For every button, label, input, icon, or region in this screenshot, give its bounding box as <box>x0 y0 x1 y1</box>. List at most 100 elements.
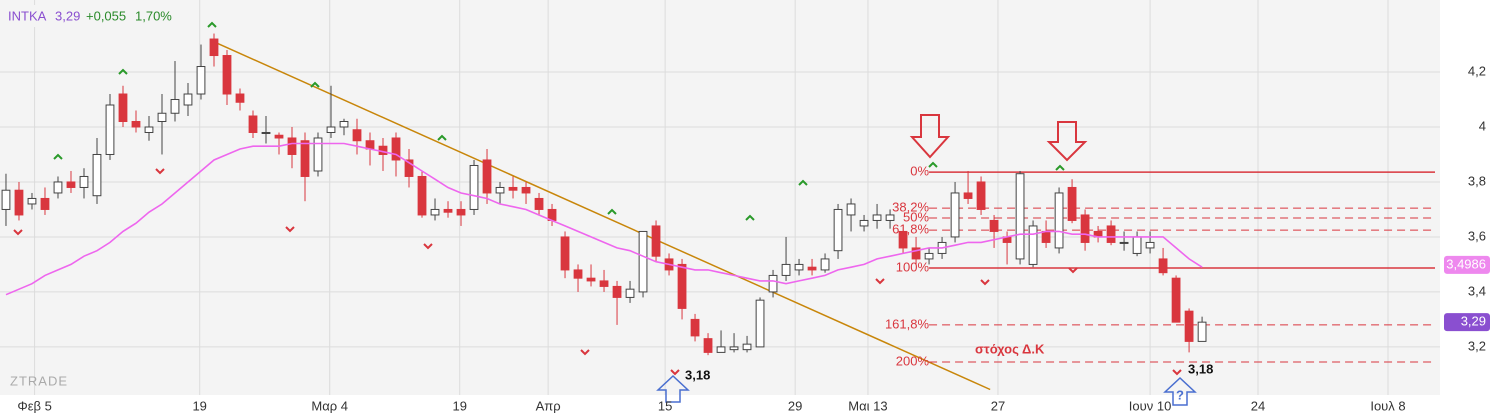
y-tick-label: 3,4 <box>1468 283 1486 298</box>
legend-bg <box>4 5 184 27</box>
candle-body <box>599 280 609 287</box>
candle-body <box>638 230 648 293</box>
legend-change: +0,055 <box>86 8 126 23</box>
candle-body <box>924 252 934 260</box>
x-tick-label: 19 <box>452 398 466 413</box>
candle-body <box>963 192 973 199</box>
candle-body <box>1184 310 1194 342</box>
candle-body <box>1158 258 1168 274</box>
candle-body <box>755 299 765 348</box>
candle-body <box>105 104 115 155</box>
x-tick-label: 29 <box>788 398 802 413</box>
legend-symbol: INTKA <box>8 8 47 23</box>
price-tag <box>1444 313 1490 332</box>
up-marker <box>207 21 217 28</box>
y-tick-label: 3,2 <box>1468 338 1486 353</box>
question-mark: ? <box>1176 387 1184 402</box>
candle-body <box>846 203 856 216</box>
price-tag-label: 3,29 <box>1461 314 1486 329</box>
y-tick-label: 4,2 <box>1468 63 1486 78</box>
candle-body <box>248 115 258 133</box>
candle-body <box>651 225 661 257</box>
candle-body <box>92 153 102 197</box>
candle-body <box>118 93 128 122</box>
candle-body <box>27 197 37 205</box>
trendline <box>213 41 991 391</box>
x-tick-label: Μαρ 4 <box>311 398 348 413</box>
x-tick-label: 24 <box>1251 398 1265 413</box>
candle-body <box>677 263 687 309</box>
candle-body <box>274 134 284 139</box>
candle-body <box>469 164 479 210</box>
candle-body <box>560 236 570 271</box>
candle-body <box>625 288 635 298</box>
down-marker <box>980 279 990 286</box>
up-arrow <box>1163 376 1197 406</box>
low-label: 3,18 <box>1188 361 1213 376</box>
low-label: 3,18 <box>685 367 710 382</box>
down-marker <box>13 229 23 236</box>
candle-body <box>417 175 427 216</box>
candle-body <box>183 93 193 106</box>
candle-body <box>1028 225 1038 265</box>
candle-body <box>1171 277 1181 323</box>
x-tick-label: Μαι 13 <box>848 398 887 413</box>
candle-body <box>313 137 323 172</box>
candle-body <box>326 126 336 133</box>
candle-body <box>534 197 544 210</box>
candle-body <box>859 219 869 227</box>
candle-body <box>456 208 466 216</box>
x-tick-label: Απρ <box>536 398 561 413</box>
candle-body <box>443 208 453 213</box>
moving-average <box>5 142 1203 296</box>
up-marker <box>437 134 447 141</box>
x-tick-label: 19 <box>192 398 206 413</box>
candle-body <box>586 277 596 282</box>
legend: INTKA 3,29 +0,055 1,70% <box>4 5 184 27</box>
down-arrow <box>1046 121 1088 162</box>
candle-body <box>807 266 817 271</box>
candle-body <box>742 343 752 351</box>
candle-body <box>131 120 141 128</box>
fib-label: 61,8% <box>892 222 929 237</box>
candle-body <box>196 66 206 95</box>
fib-label: 161,8% <box>885 316 930 331</box>
candle-body <box>950 192 960 238</box>
candle-body <box>508 186 518 191</box>
watermark: ZTRADE <box>10 373 68 388</box>
candle-body <box>1197 321 1207 342</box>
candle-body <box>573 269 583 279</box>
candle-body <box>235 93 245 103</box>
candle-body <box>352 129 362 142</box>
candle-body <box>716 346 726 353</box>
candle-body <box>261 131 271 134</box>
down-arrow <box>909 114 951 159</box>
candle-body <box>833 208 843 252</box>
down-marker <box>155 168 165 175</box>
fib-label: 100% <box>896 259 930 274</box>
down-marker <box>670 369 680 376</box>
candle-body <box>872 214 882 221</box>
down-marker <box>1068 267 1078 274</box>
up-marker <box>928 161 938 168</box>
candle-body <box>222 55 232 95</box>
candle-body <box>391 137 401 161</box>
up-marker <box>745 214 755 221</box>
up-marker <box>607 208 617 215</box>
candle-body <box>794 263 804 271</box>
candle-body <box>339 120 349 128</box>
candle-body <box>1145 241 1155 249</box>
candle-body <box>1080 214 1090 243</box>
target-label: στόχος Δ.Κ <box>975 341 1045 356</box>
x-tick-label: Φεβ 5 <box>17 398 52 413</box>
candle-body <box>989 219 999 232</box>
candle-body <box>1 189 11 210</box>
candle-body <box>404 159 414 177</box>
candle-body <box>820 258 830 271</box>
price-tag-label: 3,4986 <box>1446 256 1486 271</box>
candle-body <box>300 140 310 177</box>
up-marker <box>798 179 808 186</box>
candle-body <box>66 181 76 188</box>
down-marker <box>285 226 295 233</box>
